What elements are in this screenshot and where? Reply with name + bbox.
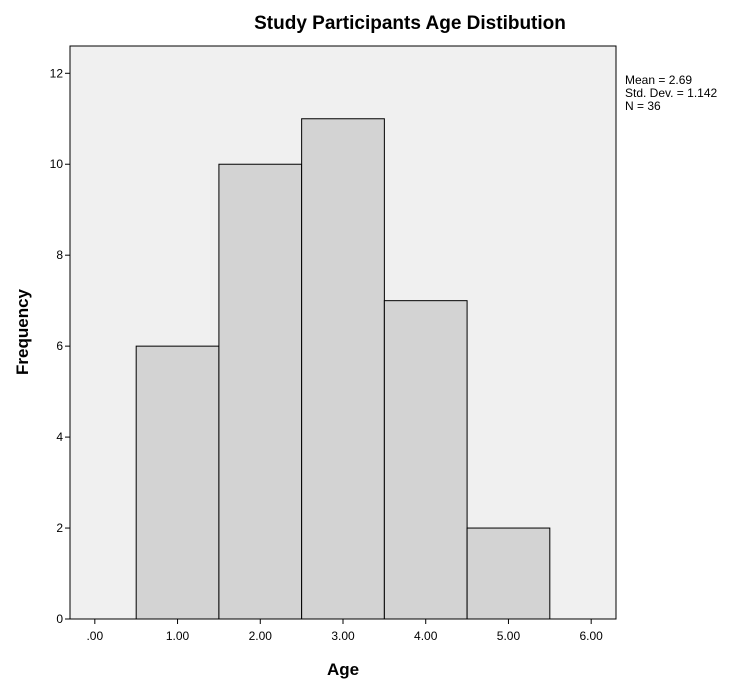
y-tick-label: 12 — [50, 66, 64, 80]
y-axis-title: Frequency — [13, 288, 32, 375]
histogram-bar-2 — [218, 163, 303, 620]
x-axis-title: Age — [327, 660, 359, 679]
histogram-bar-4 — [383, 300, 468, 620]
stat-mean: Mean = 2.69 — [625, 73, 692, 87]
x-tick-label: 3.00 — [331, 629, 355, 643]
y-tick-label: 4 — [56, 430, 63, 444]
x-tick-label: 6.00 — [580, 629, 604, 643]
x-tick-label: 1.00 — [166, 629, 190, 643]
x-tick-label: 2.00 — [249, 629, 273, 643]
stat-std-dev: Std. Dev. = 1.142 — [625, 86, 717, 100]
x-tick-label: 5.00 — [497, 629, 521, 643]
y-tick-label: 2 — [56, 521, 63, 535]
stat-n: N = 36 — [625, 99, 661, 113]
histogram-bar-1 — [135, 345, 220, 620]
bars-layer — [135, 118, 551, 620]
axes-layer: 0 2 4 6 8 10 12 .00 1.00 2.00 3.00 4.00 5.00 6.00 — [50, 66, 604, 643]
stats-box: Mean = 2.69 Std. Dev. = 1.142 N = 36 — [625, 73, 717, 113]
chart-title: Study Participants Age Distibution — [254, 13, 566, 34]
histogram-bar-5 — [466, 527, 551, 620]
x-tick-label: 4.00 — [414, 629, 438, 643]
y-tick-label: 10 — [50, 157, 64, 171]
histogram-bar-3 — [301, 118, 385, 620]
y-tick-label: 8 — [56, 248, 63, 262]
x-tick-label: .00 — [86, 629, 103, 643]
y-tick-label: 6 — [56, 339, 63, 353]
y-tick-label: 0 — [56, 612, 63, 626]
